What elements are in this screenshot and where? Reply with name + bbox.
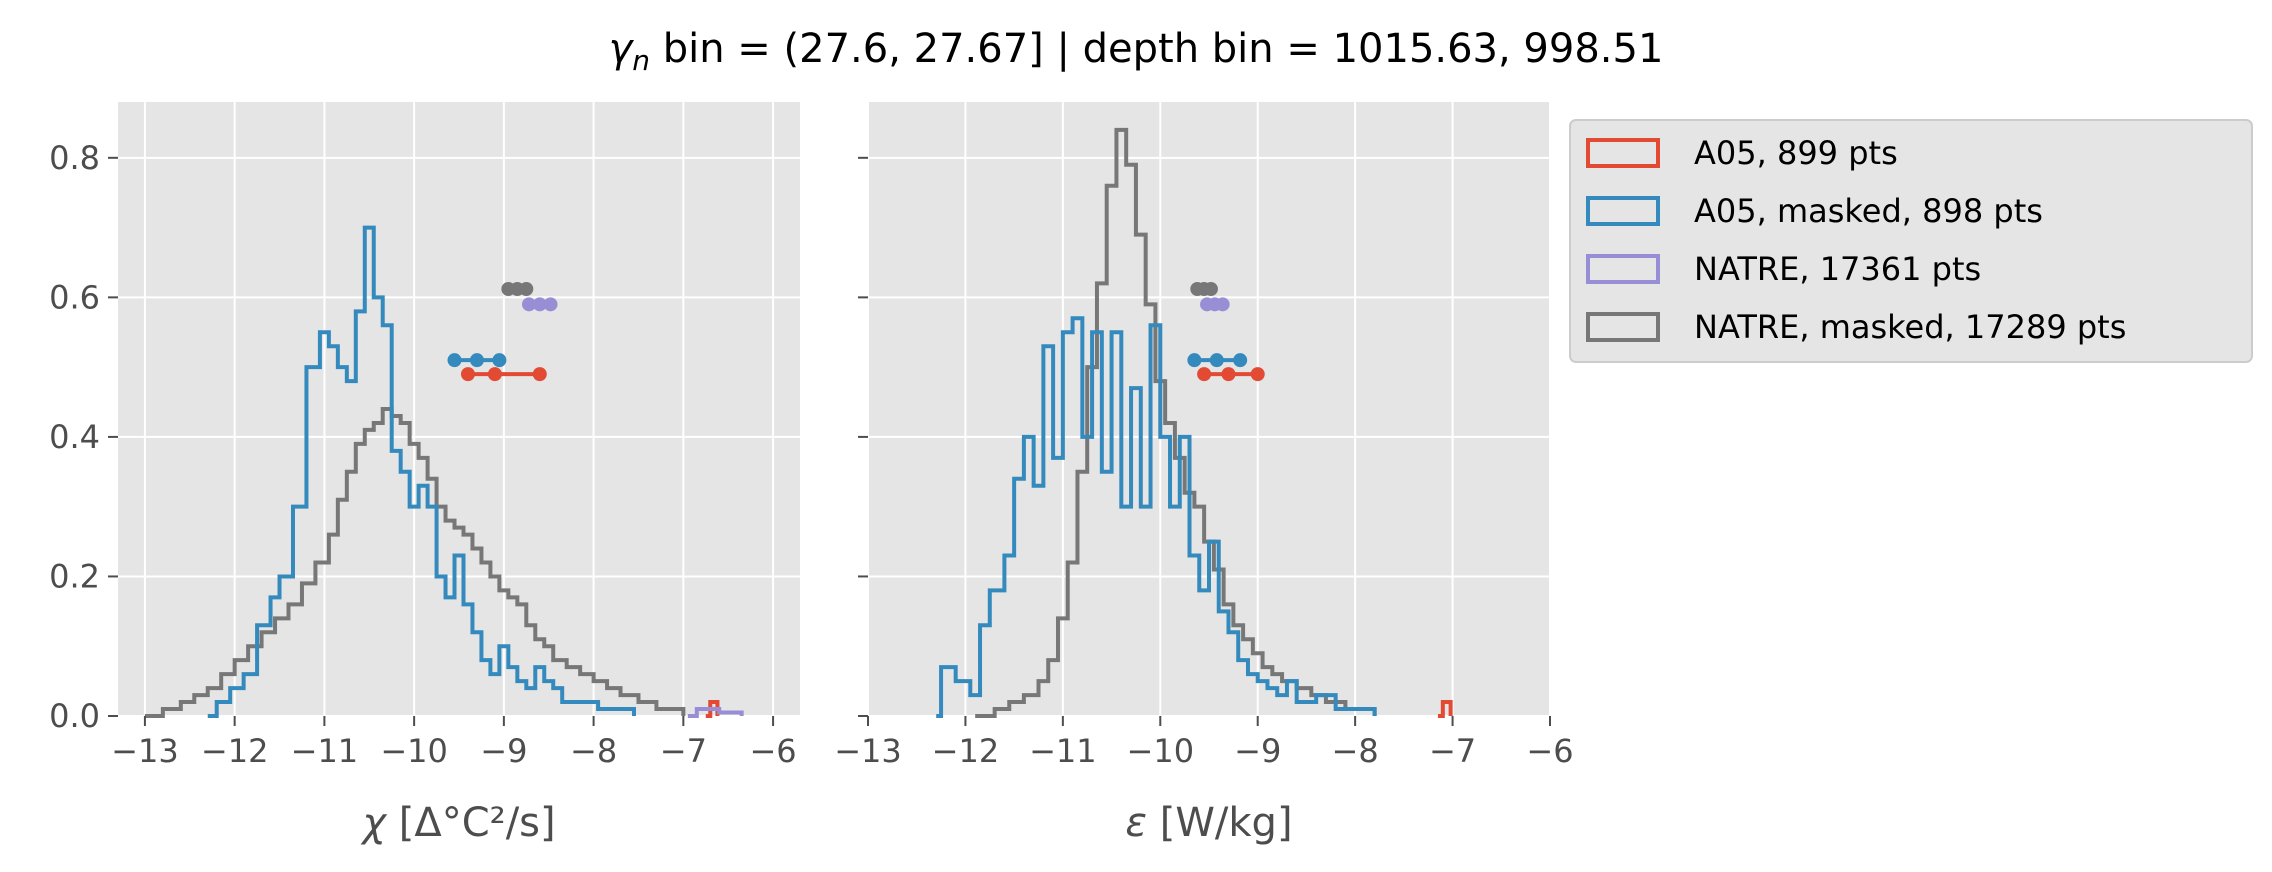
legend-box [1569, 119, 2253, 363]
percentile-point [532, 367, 547, 382]
x-tick-label: −12 [932, 732, 1000, 770]
hist-series-natre-masked [975, 127, 1377, 718]
x-axis-label: χ [Δ°C²/s] [360, 800, 555, 846]
hist-series-natre-masked [144, 407, 686, 718]
x-tick-label: −11 [1029, 732, 1097, 770]
hist-series-a05 [705, 700, 720, 718]
percentile-point [1203, 281, 1218, 296]
percentile-point [543, 297, 558, 312]
x-tick-label: −10 [380, 732, 448, 770]
y-tick-label: 0.2 [49, 557, 100, 595]
legend-entry-label: A05, 899 pts [1694, 134, 1898, 172]
percentile-point [532, 297, 547, 312]
percentile-point [460, 367, 475, 382]
legend-swatch [1586, 138, 1660, 168]
plot-area [118, 102, 800, 716]
legend: A05, 899 pts A05, masked, 898 pts NATRE, 1… [1569, 119, 2253, 363]
hist-series-a05 [1437, 700, 1453, 718]
x-tick-label: −7 [660, 732, 707, 770]
percentile-point [492, 353, 507, 368]
percentile-point [1221, 367, 1236, 382]
y-tick-label: 0.6 [49, 278, 100, 316]
percentile-point [1233, 353, 1248, 368]
legend-swatch [1586, 312, 1660, 342]
hist-series-a05-masked [936, 316, 1377, 718]
y-tick-label: 0.0 [49, 697, 100, 735]
x-tick-label: −8 [1332, 732, 1379, 770]
title-variable: γ [609, 26, 635, 72]
x-tick-label: −13 [111, 732, 179, 770]
x-tick-label: −9 [480, 732, 527, 770]
percentile-point [1209, 353, 1224, 368]
plot-area [868, 102, 1550, 716]
x-tick-label: −6 [749, 732, 796, 770]
x-axis-label: ε [W/kg] [1125, 800, 1292, 846]
x-tick-label: −10 [1127, 732, 1195, 770]
x-tick-label: −11 [291, 732, 359, 770]
x-tick-label: −7 [1429, 732, 1476, 770]
title-text: bin = (27.6, 27.67] | depth bin = 1015.6… [650, 26, 1663, 72]
right-panel-epsilon: −13 −12 −11 −10 −9 −8 −7 −6 ε [W/kg] [834, 102, 1574, 846]
title-subscript: n [632, 44, 650, 77]
percentile-point [521, 297, 536, 312]
percentile-point [1250, 367, 1265, 382]
percentile-point [519, 281, 534, 296]
legend-swatch [1586, 254, 1660, 284]
legend-entry-label: A05, masked, 898 pts [1694, 192, 2043, 230]
figure-title: γn bin = (27.6, 27.67] | depth bin = 101… [609, 26, 1664, 77]
hist-series-a05-masked [207, 225, 636, 718]
x-tick-label: −9 [1234, 732, 1281, 770]
percentile-point [447, 353, 462, 368]
percentile-point [1187, 353, 1202, 368]
percentile-point [469, 353, 484, 368]
y-tick-label: 0.4 [49, 418, 100, 456]
percentile-point [1197, 367, 1212, 382]
x-tick-label: −8 [570, 732, 617, 770]
y-tick-label: 0.8 [49, 139, 100, 177]
legend-entry-label: NATRE, masked, 17289 pts [1694, 308, 2126, 346]
x-tick-label: −13 [834, 732, 902, 770]
percentile-point [487, 367, 502, 382]
x-tick-label: −6 [1526, 732, 1573, 770]
legend-entry-label: NATRE, 17361 pts [1694, 250, 1981, 288]
percentile-point [1215, 297, 1230, 312]
x-tick-label: −12 [201, 732, 269, 770]
left-panel-chi: −13 −12 −11 −10 −9 −8 −7 −6 0.0 0.2 0.4 0.6 0.8 χ [Δ°… [49, 102, 800, 846]
hist-series-natre [687, 707, 744, 718]
legend-swatch [1586, 196, 1660, 226]
